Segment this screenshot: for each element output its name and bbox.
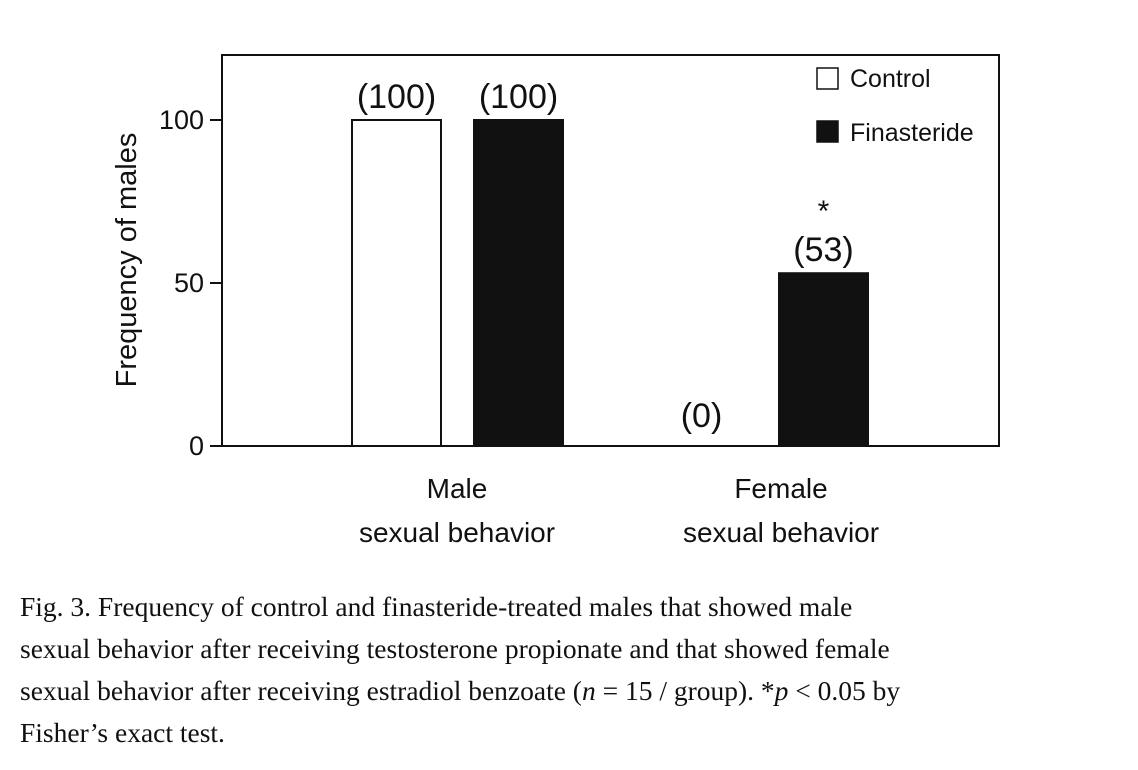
bar-finasteride-1 [778,272,869,447]
bar-finasteride-0 [473,119,564,447]
bar-value-label: (100) [357,78,436,116]
caption-line-4: Fisher’s exact test. [20,717,225,748]
significance-asterisk: * [818,195,830,228]
caption-line-3-mid: = 15 / group). * [595,675,775,706]
figure-caption: Fig. 3. Frequency of control and finaste… [20,586,1086,754]
plot-frame [221,54,1000,447]
caption-line-3-start: sexual behavior after receiving estradio… [20,675,582,706]
bar-control-0 [351,119,442,447]
y-tick-label: 50 [174,268,204,298]
x-category-label-line1: Female [734,473,827,504]
caption-n-symbol: n [581,675,596,706]
legend-swatch-control [816,67,839,90]
bar-value-label: (53) [793,231,853,269]
bar-value-label: (0) [681,397,723,435]
x-category-label-line1: Male [427,473,488,504]
y-tick-label: 0 [189,431,204,461]
legend: Control Finasteride [816,65,974,147]
y-tick-label: 100 [159,105,204,135]
bar-series [351,119,869,447]
x-category-label-line2: sexual behavior [683,517,879,548]
y-axis-label: Frequency of males [111,133,143,388]
bar-value-labels: (100) (0) (100) (53) [357,78,854,435]
legend-swatch-finasteride [816,120,839,143]
bar-value-label: (100) [479,78,558,116]
caption-line-2: sexual behavior after receiving testoste… [20,633,890,664]
x-axis-category-labels: Male sexual behavior Female sexual behavior [359,473,879,548]
x-category-label-line2: sexual behavior [359,517,555,548]
y-axis-ticks: 0 50 100 [159,105,222,461]
caption-line-3-end: < 0.05 by [788,675,901,706]
caption-line-1: Fig. 3. Frequency of control and finaste… [20,591,853,622]
caption-p-symbol: p [774,675,789,706]
legend-label-control: Control [850,65,931,93]
legend-label-finasteride: Finasteride [850,119,974,147]
